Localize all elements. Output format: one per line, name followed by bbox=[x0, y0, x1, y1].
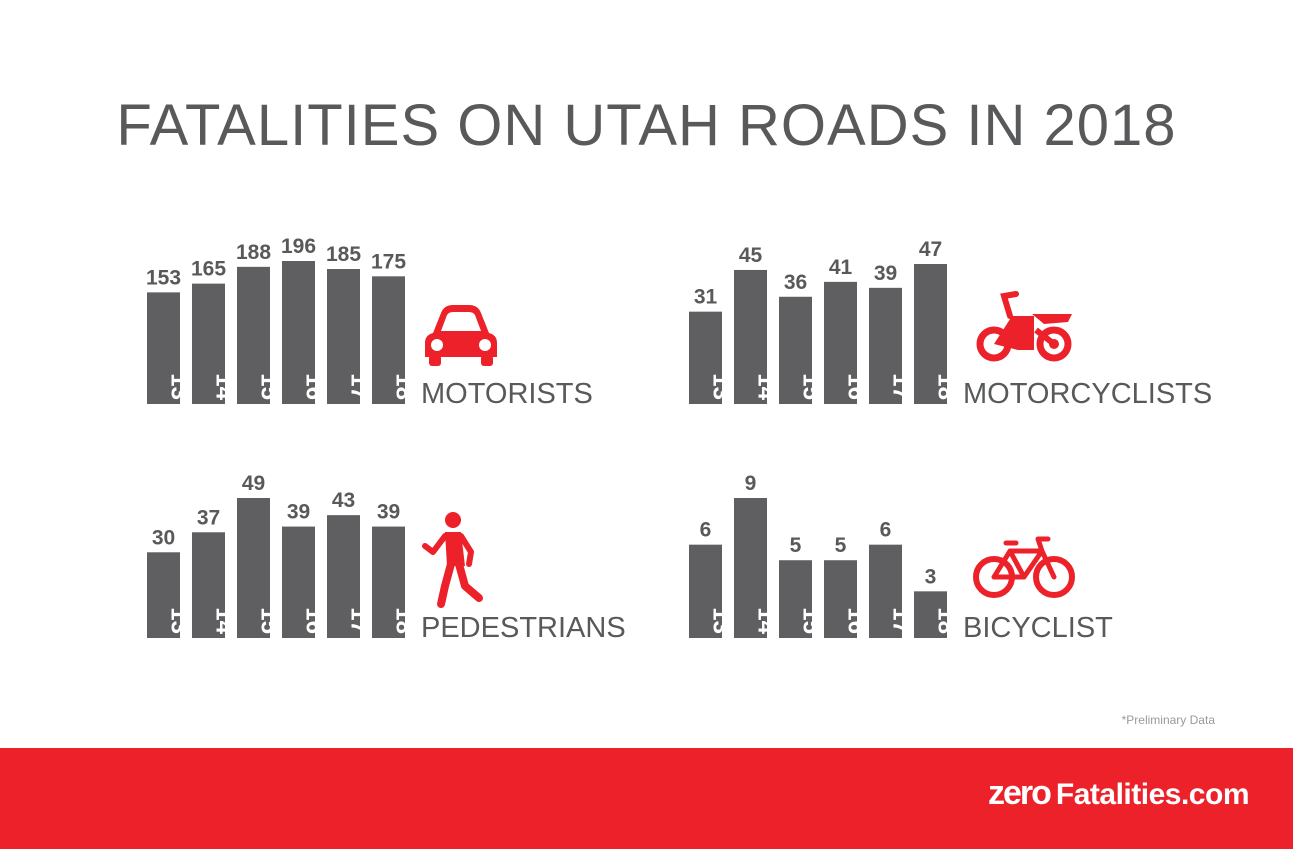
data-label: 39 bbox=[874, 262, 897, 285]
bar bbox=[869, 544, 902, 638]
tick-label: ‘16 bbox=[301, 367, 328, 400]
bar bbox=[734, 269, 767, 404]
data-label: 6 bbox=[880, 519, 892, 542]
tick-label: ‘16 bbox=[843, 601, 870, 634]
series-label: MOTORISTS bbox=[421, 378, 593, 410]
data-label: 6 bbox=[700, 519, 712, 542]
tick-label: ‘15 bbox=[256, 601, 283, 634]
tick-label: ‘17 bbox=[888, 601, 915, 634]
footer-bar: zero Fatalities.com bbox=[0, 748, 1293, 849]
data-label: 49 bbox=[242, 472, 265, 495]
tick-label: ‘16 bbox=[301, 601, 328, 634]
bar bbox=[914, 264, 947, 404]
tick-label: ‘13 bbox=[708, 367, 735, 400]
tick-label: ‘14 bbox=[211, 367, 238, 401]
data-label: 45 bbox=[739, 244, 763, 267]
data-label: 37 bbox=[197, 506, 220, 529]
panel-motorcyclists: 31 ‘13 45 ‘14 36 ‘15 41 ‘16 39 ‘17 47 ‘18 MOTORCYCLI… bbox=[689, 238, 1212, 410]
bar bbox=[192, 532, 225, 638]
bar bbox=[372, 276, 405, 404]
tick-label: ‘17 bbox=[346, 601, 373, 634]
bar bbox=[192, 283, 225, 404]
preliminary-note: *Preliminary Data bbox=[1121, 713, 1215, 727]
data-label: 39 bbox=[377, 501, 400, 524]
tick-label: ‘18 bbox=[933, 367, 960, 400]
tick-label: ‘13 bbox=[166, 601, 193, 634]
car-icon bbox=[425, 305, 497, 366]
panel-bicyclist: 6 ‘13 9 ‘14 5 ‘15 5 ‘16 6 ‘17 3 ‘18 BICYCLIST bbox=[689, 472, 1113, 644]
data-label: 9 bbox=[745, 472, 757, 495]
tick-label: ‘14 bbox=[211, 601, 238, 635]
data-label: 5 bbox=[790, 534, 802, 557]
data-label: 39 bbox=[287, 501, 310, 524]
tick-label: ‘18 bbox=[391, 367, 418, 400]
logo-tld: .com bbox=[1180, 778, 1250, 811]
data-label: 36 bbox=[784, 271, 807, 294]
data-label: 3 bbox=[925, 565, 937, 588]
bar bbox=[824, 560, 857, 638]
tick-label: ‘18 bbox=[391, 601, 418, 634]
data-label: 43 bbox=[332, 489, 355, 512]
bar bbox=[327, 269, 360, 404]
tick-label: ‘13 bbox=[166, 367, 193, 400]
tick-label: ‘17 bbox=[346, 367, 373, 400]
series-label: PEDESTRIANS bbox=[421, 612, 626, 644]
bar bbox=[147, 552, 180, 638]
bar bbox=[372, 526, 405, 638]
bar bbox=[689, 544, 722, 638]
bar bbox=[869, 287, 902, 404]
series-label: BICYCLIST bbox=[963, 612, 1113, 644]
bar bbox=[237, 266, 270, 404]
zero-fatalities-logo[interactable]: zero Fatalities.com bbox=[987, 774, 1250, 813]
chart-title: FATALITIES ON UTAH ROADS IN 2018 bbox=[116, 93, 1177, 158]
logo-zero: zero bbox=[987, 774, 1052, 812]
data-label: 165 bbox=[191, 258, 226, 281]
logo-fatalities: Fatalities bbox=[1055, 778, 1182, 811]
data-label: 47 bbox=[919, 238, 942, 261]
tick-label: ‘14 bbox=[753, 601, 780, 635]
series-label: MOTORCYCLISTS bbox=[963, 378, 1212, 410]
bar bbox=[282, 261, 315, 404]
bar bbox=[147, 292, 180, 404]
data-label: 5 bbox=[835, 534, 847, 557]
data-label: 175 bbox=[371, 250, 406, 273]
data-label: 188 bbox=[236, 241, 271, 264]
tick-label: ‘14 bbox=[753, 367, 780, 401]
tick-label: ‘15 bbox=[798, 367, 825, 400]
data-label: 41 bbox=[829, 256, 853, 279]
data-label: 31 bbox=[694, 286, 718, 309]
tick-label: ‘15 bbox=[798, 601, 825, 634]
tick-label: ‘16 bbox=[843, 367, 870, 400]
motorcycle-icon bbox=[976, 291, 1072, 362]
panel-motorists: 153 ‘13 165 ‘14 188 ‘15 196 ‘16 185 ‘17 175 ‘18 MOTO… bbox=[146, 235, 593, 410]
bar bbox=[779, 296, 812, 404]
bar bbox=[734, 498, 767, 638]
bar bbox=[779, 560, 812, 638]
data-label: 153 bbox=[146, 266, 181, 289]
bar bbox=[824, 281, 857, 404]
bar bbox=[327, 515, 360, 638]
data-label: 30 bbox=[152, 526, 175, 549]
bar bbox=[282, 526, 315, 638]
bar bbox=[914, 591, 947, 638]
panel-pedestrians: 30 ‘13 37 ‘14 49 ‘15 39 ‘16 43 ‘17 39 ‘18 PEDESTRIAN… bbox=[147, 472, 626, 644]
bar bbox=[689, 311, 722, 404]
pedestrian-icon bbox=[422, 512, 483, 608]
bar bbox=[237, 498, 270, 638]
tick-label: ‘13 bbox=[708, 601, 735, 634]
tick-label: ‘17 bbox=[888, 367, 915, 400]
tick-label: ‘15 bbox=[256, 367, 283, 400]
data-label: 196 bbox=[281, 235, 316, 258]
tick-label: ‘18 bbox=[933, 601, 960, 634]
bicycle-icon bbox=[973, 536, 1075, 598]
data-label: 185 bbox=[326, 243, 361, 266]
